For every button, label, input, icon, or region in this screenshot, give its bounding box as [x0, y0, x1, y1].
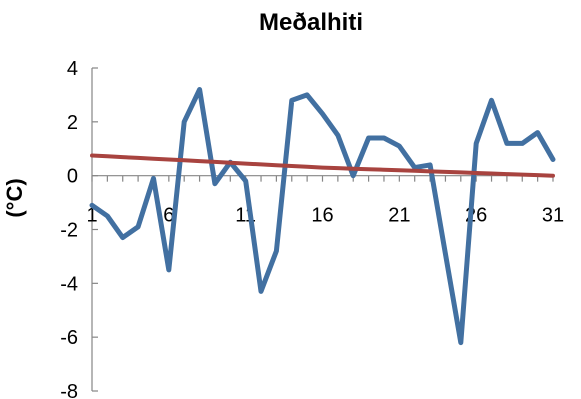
y-tick-label: -2 — [60, 220, 78, 242]
y-tick-label: -4 — [60, 273, 78, 295]
y-axis: -8 -6 -4 -2 0 2 4 — [60, 58, 98, 399]
y-tick-label: -6 — [60, 327, 78, 349]
y-tick-label: 2 — [67, 112, 78, 134]
x-tick-label: 6 — [163, 205, 174, 227]
x-tick-label: 31 — [542, 205, 564, 227]
x-tick-label: 1 — [86, 205, 97, 227]
y-tick-label: -8 — [60, 381, 78, 399]
x-tick-label: 16 — [311, 205, 333, 227]
series-layer — [89, 87, 556, 346]
x-tick-label: 21 — [388, 205, 410, 227]
y-tick-label: 0 — [67, 166, 78, 188]
series-2-line — [90, 153, 555, 178]
y-axis-label: (°C) — [2, 178, 27, 217]
chart-title: Meðalhiti — [259, 9, 363, 36]
y-tick-label: 4 — [67, 58, 78, 80]
series-1-line — [89, 87, 556, 346]
